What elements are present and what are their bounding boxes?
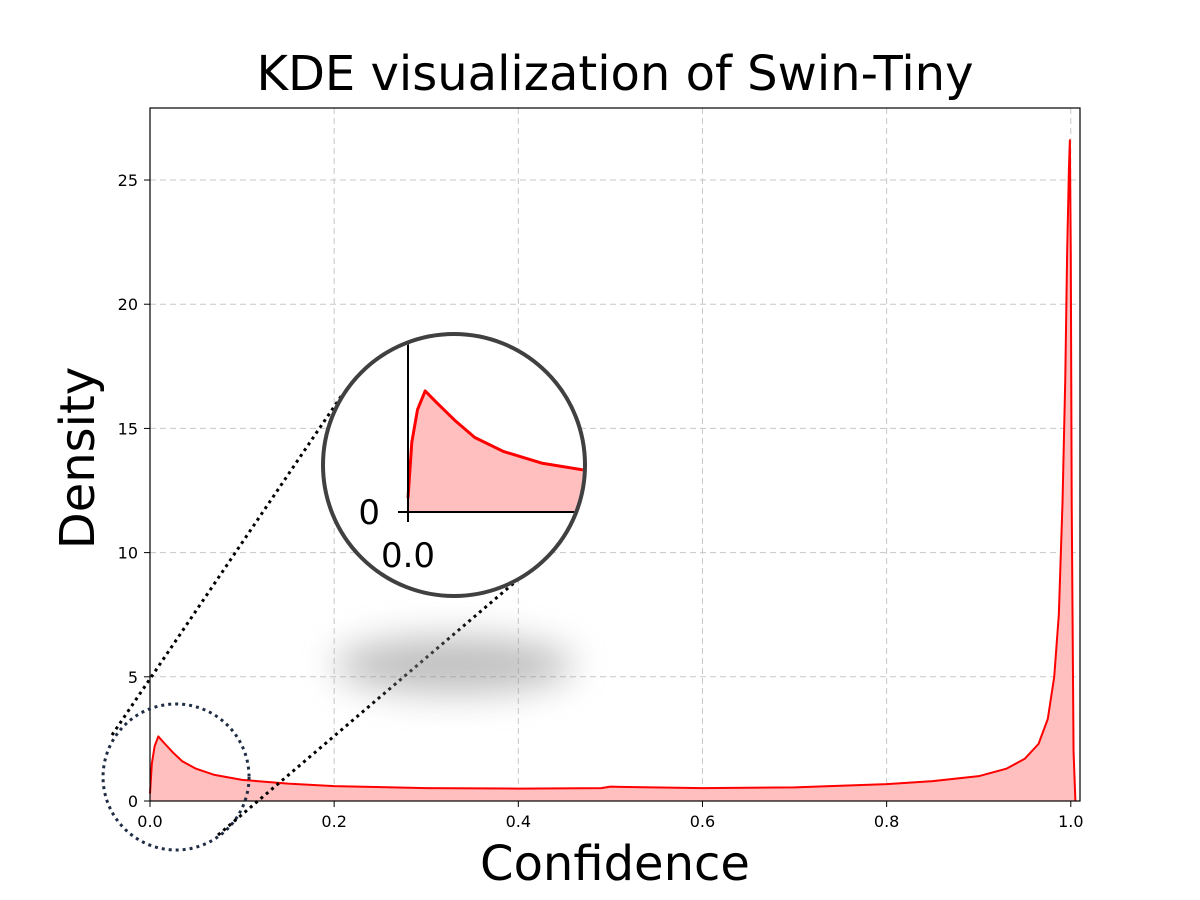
plot-frame [149, 107, 1081, 802]
zoom-connector-line [110, 394, 344, 736]
y-tick-label: 5 [128, 668, 138, 687]
zoom-inset-border [321, 332, 587, 598]
chart-title: KDE visualization of Swin-Tiny [256, 46, 974, 102]
inset-shadow [334, 637, 574, 693]
x-tick-label: 0.4 [506, 812, 531, 831]
y-tick-label: 20 [118, 295, 138, 314]
inset-area-fill [408, 390, 583, 512]
x-axis-label: Confidence [480, 836, 750, 892]
y-tick-label: 0 [128, 792, 138, 811]
zoom-inset-content: 00.0 [358, 336, 583, 576]
y-tick-label: 25 [118, 171, 138, 190]
x-tick-label: 1.0 [1058, 812, 1083, 831]
y-tick-label: 10 [118, 544, 138, 563]
x-tick-label: 0.6 [690, 812, 715, 831]
zoom-region-circle [101, 702, 251, 852]
inset-y-tick-label: 0 [358, 493, 380, 533]
x-tick-label: 0.8 [874, 812, 899, 831]
x-tick-label: 0.0 [137, 812, 162, 831]
inset-kde-line [406, 389, 583, 499]
y-tick-label: 15 [118, 419, 138, 438]
x-tick-label: 0.2 [321, 812, 346, 831]
inset-x-tick-label: 0.0 [381, 536, 435, 576]
zoom-connector-line [217, 552, 549, 837]
kde-line [149, 139, 1077, 802]
y-axis-label: Density [50, 366, 106, 550]
kde-area-fill [150, 140, 1076, 802]
